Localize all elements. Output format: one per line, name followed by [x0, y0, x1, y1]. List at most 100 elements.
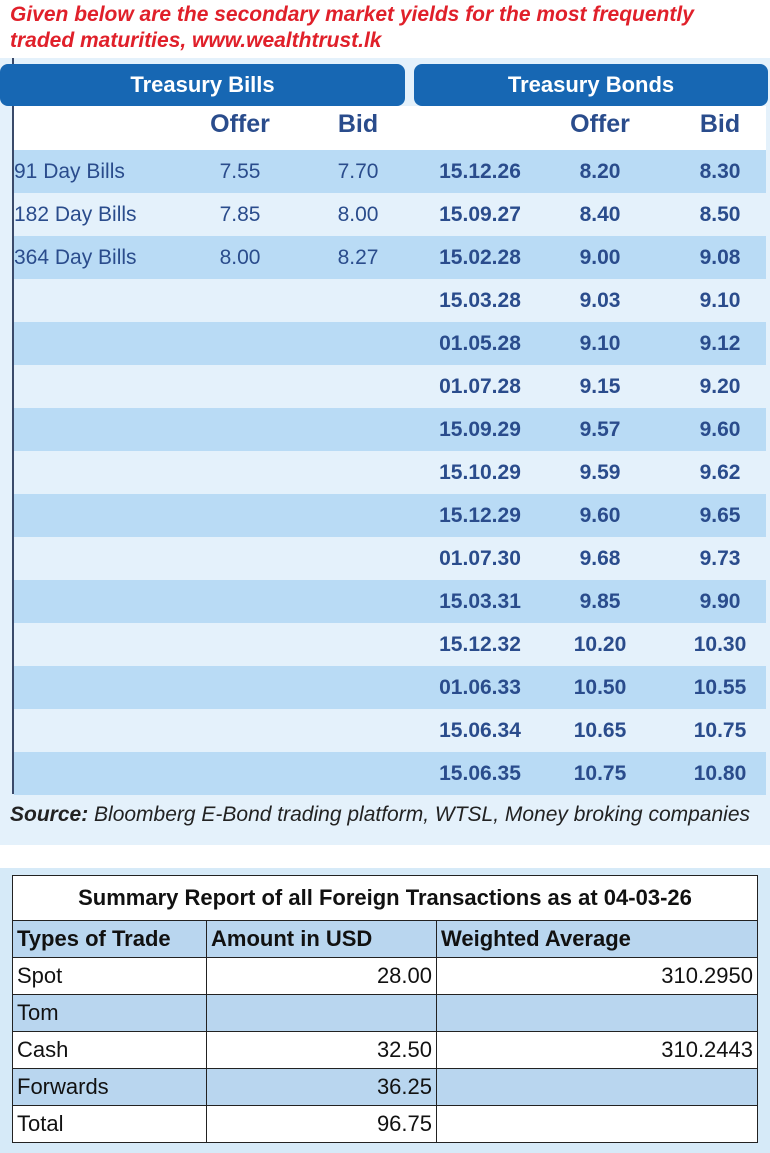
- bond-offer: 9.59: [579, 461, 621, 484]
- bond-maturity: 15.03.28: [439, 289, 521, 312]
- amount: 28.00: [206, 957, 437, 995]
- column-header: Bid: [699, 110, 741, 138]
- bond-maturity: 15.12.29: [439, 504, 521, 527]
- weighted-average: 310.2443: [436, 1031, 758, 1069]
- row-band: [14, 494, 766, 537]
- bill-name: 364 Day Bills: [14, 246, 137, 269]
- intro: Given below are the secondary market yie…: [10, 2, 694, 54]
- source: Source: Bloomberg E-Bond trading platfor…: [10, 803, 750, 827]
- bill-name: 91 Day Bills: [14, 160, 125, 183]
- bond-offer: 9.85: [579, 590, 621, 613]
- row-band: [14, 709, 766, 752]
- bill-offer: 7.85: [219, 203, 261, 226]
- amount: 96.75: [206, 1105, 437, 1143]
- bond-bid: 9.20: [699, 375, 741, 398]
- trade-type: Total: [12, 1105, 207, 1143]
- bond-maturity: 15.09.27: [439, 203, 521, 226]
- bond-maturity: 01.07.28: [439, 375, 521, 398]
- intro-line: Given below are the secondary market yie…: [10, 3, 694, 26]
- bond-maturity: 15.09.29: [439, 418, 521, 441]
- bond-offer: 10.20: [573, 633, 627, 656]
- bond-bid: 9.60: [699, 418, 741, 441]
- bond-offer: 10.50: [573, 676, 627, 699]
- fx-row: Spot 28.00 310.2950: [12, 957, 758, 995]
- bond-offer: 9.68: [579, 547, 621, 570]
- bond-offer: 9.00: [579, 246, 621, 269]
- bond-bid: 10.55: [693, 676, 747, 699]
- column-header: Types of Trade: [12, 920, 207, 958]
- fx-table: Summary Report of all Foreign Transactio…: [12, 875, 758, 1143]
- bond-maturity: 15.10.29: [439, 461, 521, 484]
- row-band: [14, 623, 766, 666]
- bond-maturity: 15.12.32: [439, 633, 521, 656]
- bond-maturity: 15.02.28: [439, 246, 521, 269]
- bond-maturity: 01.06.33: [439, 676, 521, 699]
- fx-row: Total 96.75: [12, 1105, 758, 1143]
- bill-bid: 7.70: [337, 160, 379, 183]
- bond-offer: 9.60: [579, 504, 621, 527]
- bond-bid: 9.08: [699, 246, 741, 269]
- bond-maturity: 15.06.35: [439, 762, 521, 785]
- bond-maturity: 15.06.34: [439, 719, 521, 742]
- source-text: Bloomberg E-Bond trading platform, WTSL,…: [94, 803, 751, 826]
- column-header: Bid: [337, 110, 379, 138]
- bond-bid: 8.30: [699, 160, 741, 183]
- bills-header: Treasury Bills: [0, 64, 405, 106]
- bond-bid: 8.50: [699, 203, 741, 226]
- row-band: [14, 580, 766, 623]
- bond-maturity: 15.03.31: [439, 590, 521, 613]
- row-band: [14, 150, 766, 193]
- bond-offer: 9.57: [579, 418, 621, 441]
- bond-maturity: 01.07.30: [439, 547, 521, 570]
- header-row: [14, 106, 766, 150]
- bond-bid: 10.75: [693, 719, 747, 742]
- bill-name: 182 Day Bills: [14, 203, 137, 226]
- trade-type: Forwards: [12, 1068, 207, 1106]
- trade-type: Spot: [12, 957, 207, 995]
- bond-bid: 10.30: [693, 633, 747, 656]
- bond-bid: 9.12: [699, 332, 741, 355]
- column-header: Offer: [570, 110, 630, 138]
- bond-bid: 9.73: [699, 547, 741, 570]
- amount: [206, 994, 437, 1032]
- row-band: [14, 537, 766, 580]
- weighted-average: 310.2950: [436, 957, 758, 995]
- row-band: [14, 236, 766, 279]
- bond-offer: 8.40: [579, 203, 621, 226]
- amount: 32.50: [206, 1031, 437, 1069]
- bond-offer: 10.75: [573, 762, 627, 785]
- row-band: [14, 365, 766, 408]
- fx-row: Forwards 36.25: [12, 1068, 758, 1106]
- bond-bid: 9.10: [699, 289, 741, 312]
- bond-bid: 9.90: [699, 590, 741, 613]
- intro-line: traded maturities, www.wealthtrust.lk: [10, 29, 382, 52]
- column-header: Offer: [210, 110, 270, 138]
- row-band: [14, 408, 766, 451]
- bill-bid: 8.27: [337, 246, 379, 269]
- bill-offer: 8.00: [219, 246, 261, 269]
- fx-title-row: Summary Report of all Foreign Transactio…: [12, 875, 758, 921]
- bond-maturity: 01.05.28: [439, 332, 521, 355]
- trade-type: Tom: [12, 994, 207, 1032]
- source-label: Source:: [10, 803, 89, 826]
- bond-offer: 10.65: [573, 719, 627, 742]
- bond-bid: 9.62: [699, 461, 741, 484]
- bond-bid: 9.65: [699, 504, 741, 527]
- bill-bid: 8.00: [337, 203, 379, 226]
- bill-offer: 7.55: [219, 160, 261, 183]
- weighted-average: [436, 1105, 758, 1143]
- row-band: [14, 322, 766, 365]
- divider: [12, 58, 14, 794]
- bond-offer: 8.20: [579, 160, 621, 183]
- column-header: Amount in USD: [206, 920, 437, 958]
- bonds-header: Treasury Bonds: [414, 64, 768, 106]
- bond-offer: 9.03: [579, 289, 621, 312]
- bond-maturity: 15.12.26: [439, 160, 521, 183]
- row-band: [14, 752, 766, 795]
- weighted-average: [436, 1068, 758, 1106]
- row-band: [14, 451, 766, 494]
- fx-row: Tom: [12, 994, 758, 1032]
- column-header: Weighted Average: [436, 920, 758, 958]
- fx-row: Cash 32.50 310.2443: [12, 1031, 758, 1069]
